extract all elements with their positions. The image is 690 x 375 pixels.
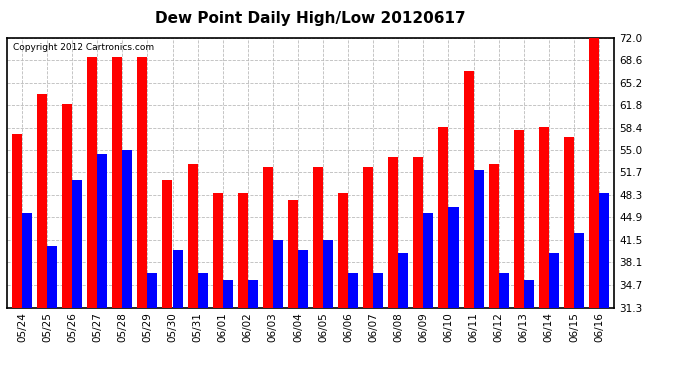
Bar <box>524 280 534 375</box>
Bar <box>37 94 47 375</box>
Bar <box>413 157 424 375</box>
Text: Dew Point Daily High/Low 20120617: Dew Point Daily High/Low 20120617 <box>155 11 466 26</box>
Bar <box>313 167 323 375</box>
Bar <box>348 273 358 375</box>
Bar <box>248 280 258 375</box>
Bar <box>137 57 148 375</box>
Bar <box>22 213 32 375</box>
Bar <box>122 150 132 375</box>
Bar <box>489 164 499 375</box>
Bar <box>188 164 197 375</box>
Bar <box>263 167 273 375</box>
Bar <box>223 280 233 375</box>
Bar <box>87 57 97 375</box>
Bar <box>12 134 22 375</box>
Text: Copyright 2012 Cartronics.com: Copyright 2012 Cartronics.com <box>13 43 154 52</box>
Bar <box>464 70 473 375</box>
Bar <box>388 157 398 375</box>
Bar <box>373 273 383 375</box>
Bar <box>273 240 283 375</box>
Bar <box>438 127 449 375</box>
Bar <box>424 213 433 375</box>
Bar <box>238 194 248 375</box>
Bar <box>97 154 107 375</box>
Bar <box>213 194 223 375</box>
Bar <box>448 207 459 375</box>
Bar <box>589 38 599 375</box>
Bar <box>162 180 172 375</box>
Bar <box>288 200 298 375</box>
Bar <box>363 167 373 375</box>
Bar <box>298 250 308 375</box>
Bar <box>539 127 549 375</box>
Bar <box>398 253 408 375</box>
Bar <box>112 57 122 375</box>
Bar <box>323 240 333 375</box>
Bar <box>564 137 574 375</box>
Bar <box>549 253 559 375</box>
Bar <box>72 180 82 375</box>
Bar <box>514 130 524 375</box>
Bar <box>499 273 509 375</box>
Bar <box>148 273 157 375</box>
Bar <box>599 194 609 375</box>
Bar <box>172 250 183 375</box>
Bar <box>338 194 348 375</box>
Bar <box>197 273 208 375</box>
Bar <box>47 246 57 375</box>
Bar <box>62 104 72 375</box>
Bar <box>574 233 584 375</box>
Bar <box>473 170 484 375</box>
